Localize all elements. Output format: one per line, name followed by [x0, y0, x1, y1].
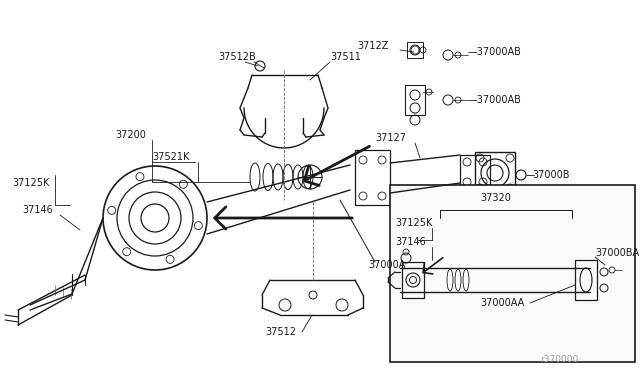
Text: 37146: 37146: [395, 237, 426, 247]
Bar: [407, 42, 423, 58]
Text: 37000BA: 37000BA: [595, 248, 639, 258]
Bar: [390, 185, 635, 362]
Text: 37000A: 37000A: [368, 260, 405, 270]
Text: 37521K: 37521K: [152, 152, 189, 162]
Text: —37000AB: —37000AB: [468, 95, 522, 105]
Text: 37125K: 37125K: [395, 218, 433, 228]
Text: —37000AB: —37000AB: [468, 47, 522, 57]
Bar: [405, 85, 425, 115]
Text: 37127: 37127: [375, 133, 406, 143]
Text: 37200: 37200: [115, 130, 146, 140]
Text: 37511: 37511: [330, 52, 361, 62]
Bar: [460, 155, 490, 189]
Text: r370000: r370000: [540, 356, 579, 365]
Text: 37512: 37512: [265, 327, 296, 337]
Bar: [475, 152, 515, 194]
Bar: [575, 260, 597, 300]
Text: 37320: 37320: [480, 193, 511, 203]
Text: 37000B: 37000B: [532, 170, 570, 180]
Text: 37512B: 37512B: [218, 52, 256, 62]
Text: 37000AA: 37000AA: [480, 298, 524, 308]
Text: 37146: 37146: [22, 205, 52, 215]
Bar: [402, 262, 424, 298]
Text: 3712Z: 3712Z: [357, 41, 388, 51]
Bar: [355, 150, 390, 205]
Text: 37125K: 37125K: [12, 178, 49, 188]
